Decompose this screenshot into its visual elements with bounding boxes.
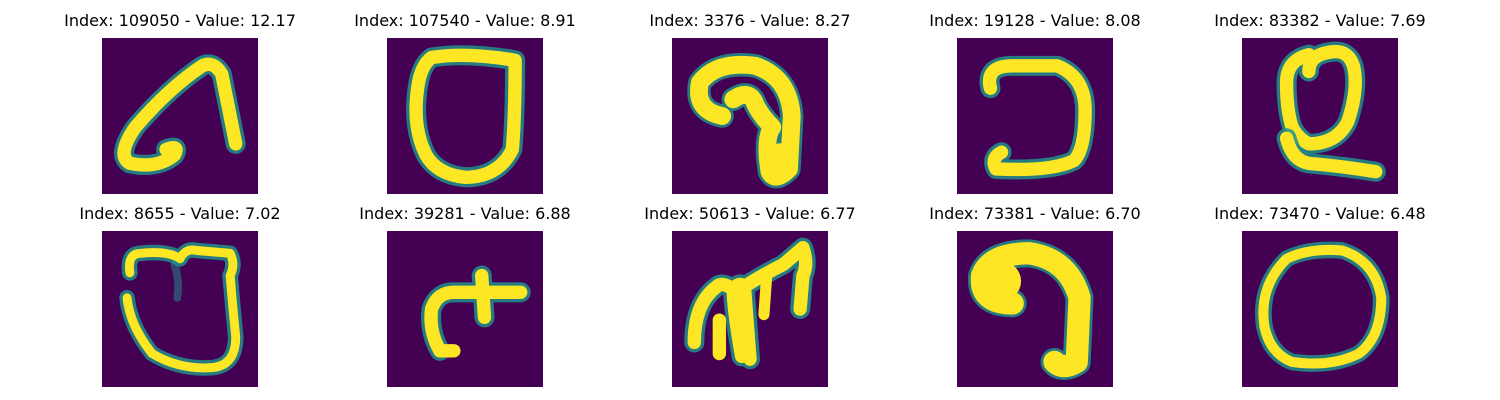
panel-title: Index: 3376 - Value: 8.27 [649, 11, 851, 30]
digit-image-letter-q [1242, 38, 1398, 194]
panel-6: Index: 8655 - Value: 7.02 [60, 204, 300, 394]
digit-image-branch-arrow [672, 231, 828, 387]
panel-title: Index: 73381 - Value: 6.70 [929, 204, 1141, 223]
panel-title: Index: 50613 - Value: 6.77 [644, 204, 856, 223]
panel-5: Index: 83382 - Value: 7.69 [1200, 11, 1440, 201]
panel-10: Index: 73470 - Value: 6.48 [1200, 204, 1440, 394]
panel-3: Index: 3376 - Value: 8.27 [630, 11, 870, 201]
panel-1: Index: 109050 - Value: 12.17 [60, 11, 300, 201]
panel-title: Index: 73470 - Value: 6.48 [1214, 204, 1426, 223]
digit-image-number-nine [672, 38, 828, 194]
digit-image-thick-nine [957, 231, 1113, 387]
digit-image-loop-o [387, 38, 543, 194]
panel-title: Index: 107540 - Value: 8.91 [354, 11, 576, 30]
panel-9: Index: 73381 - Value: 6.70 [915, 204, 1155, 394]
digit-image-arrow-hook [387, 231, 543, 387]
panel-title: Index: 39281 - Value: 6.88 [359, 204, 571, 223]
panel-title: Index: 109050 - Value: 12.17 [64, 11, 296, 30]
panel-4: Index: 19128 - Value: 8.08 [915, 11, 1155, 201]
panel-7: Index: 39281 - Value: 6.88 [345, 204, 585, 394]
digit-image-reverse-c [957, 38, 1113, 194]
digit-image-hook-left [102, 38, 258, 194]
panel-title: Index: 8655 - Value: 7.02 [79, 204, 281, 223]
digit-image-thin-oval [1242, 231, 1398, 387]
digit-image-heart-loop [102, 231, 258, 387]
panel-title: Index: 83382 - Value: 7.69 [1214, 11, 1426, 30]
panel-8: Index: 50613 - Value: 6.77 [630, 204, 870, 394]
panel-title: Index: 19128 - Value: 8.08 [929, 11, 1141, 30]
panel-2: Index: 107540 - Value: 8.91 [345, 11, 585, 201]
